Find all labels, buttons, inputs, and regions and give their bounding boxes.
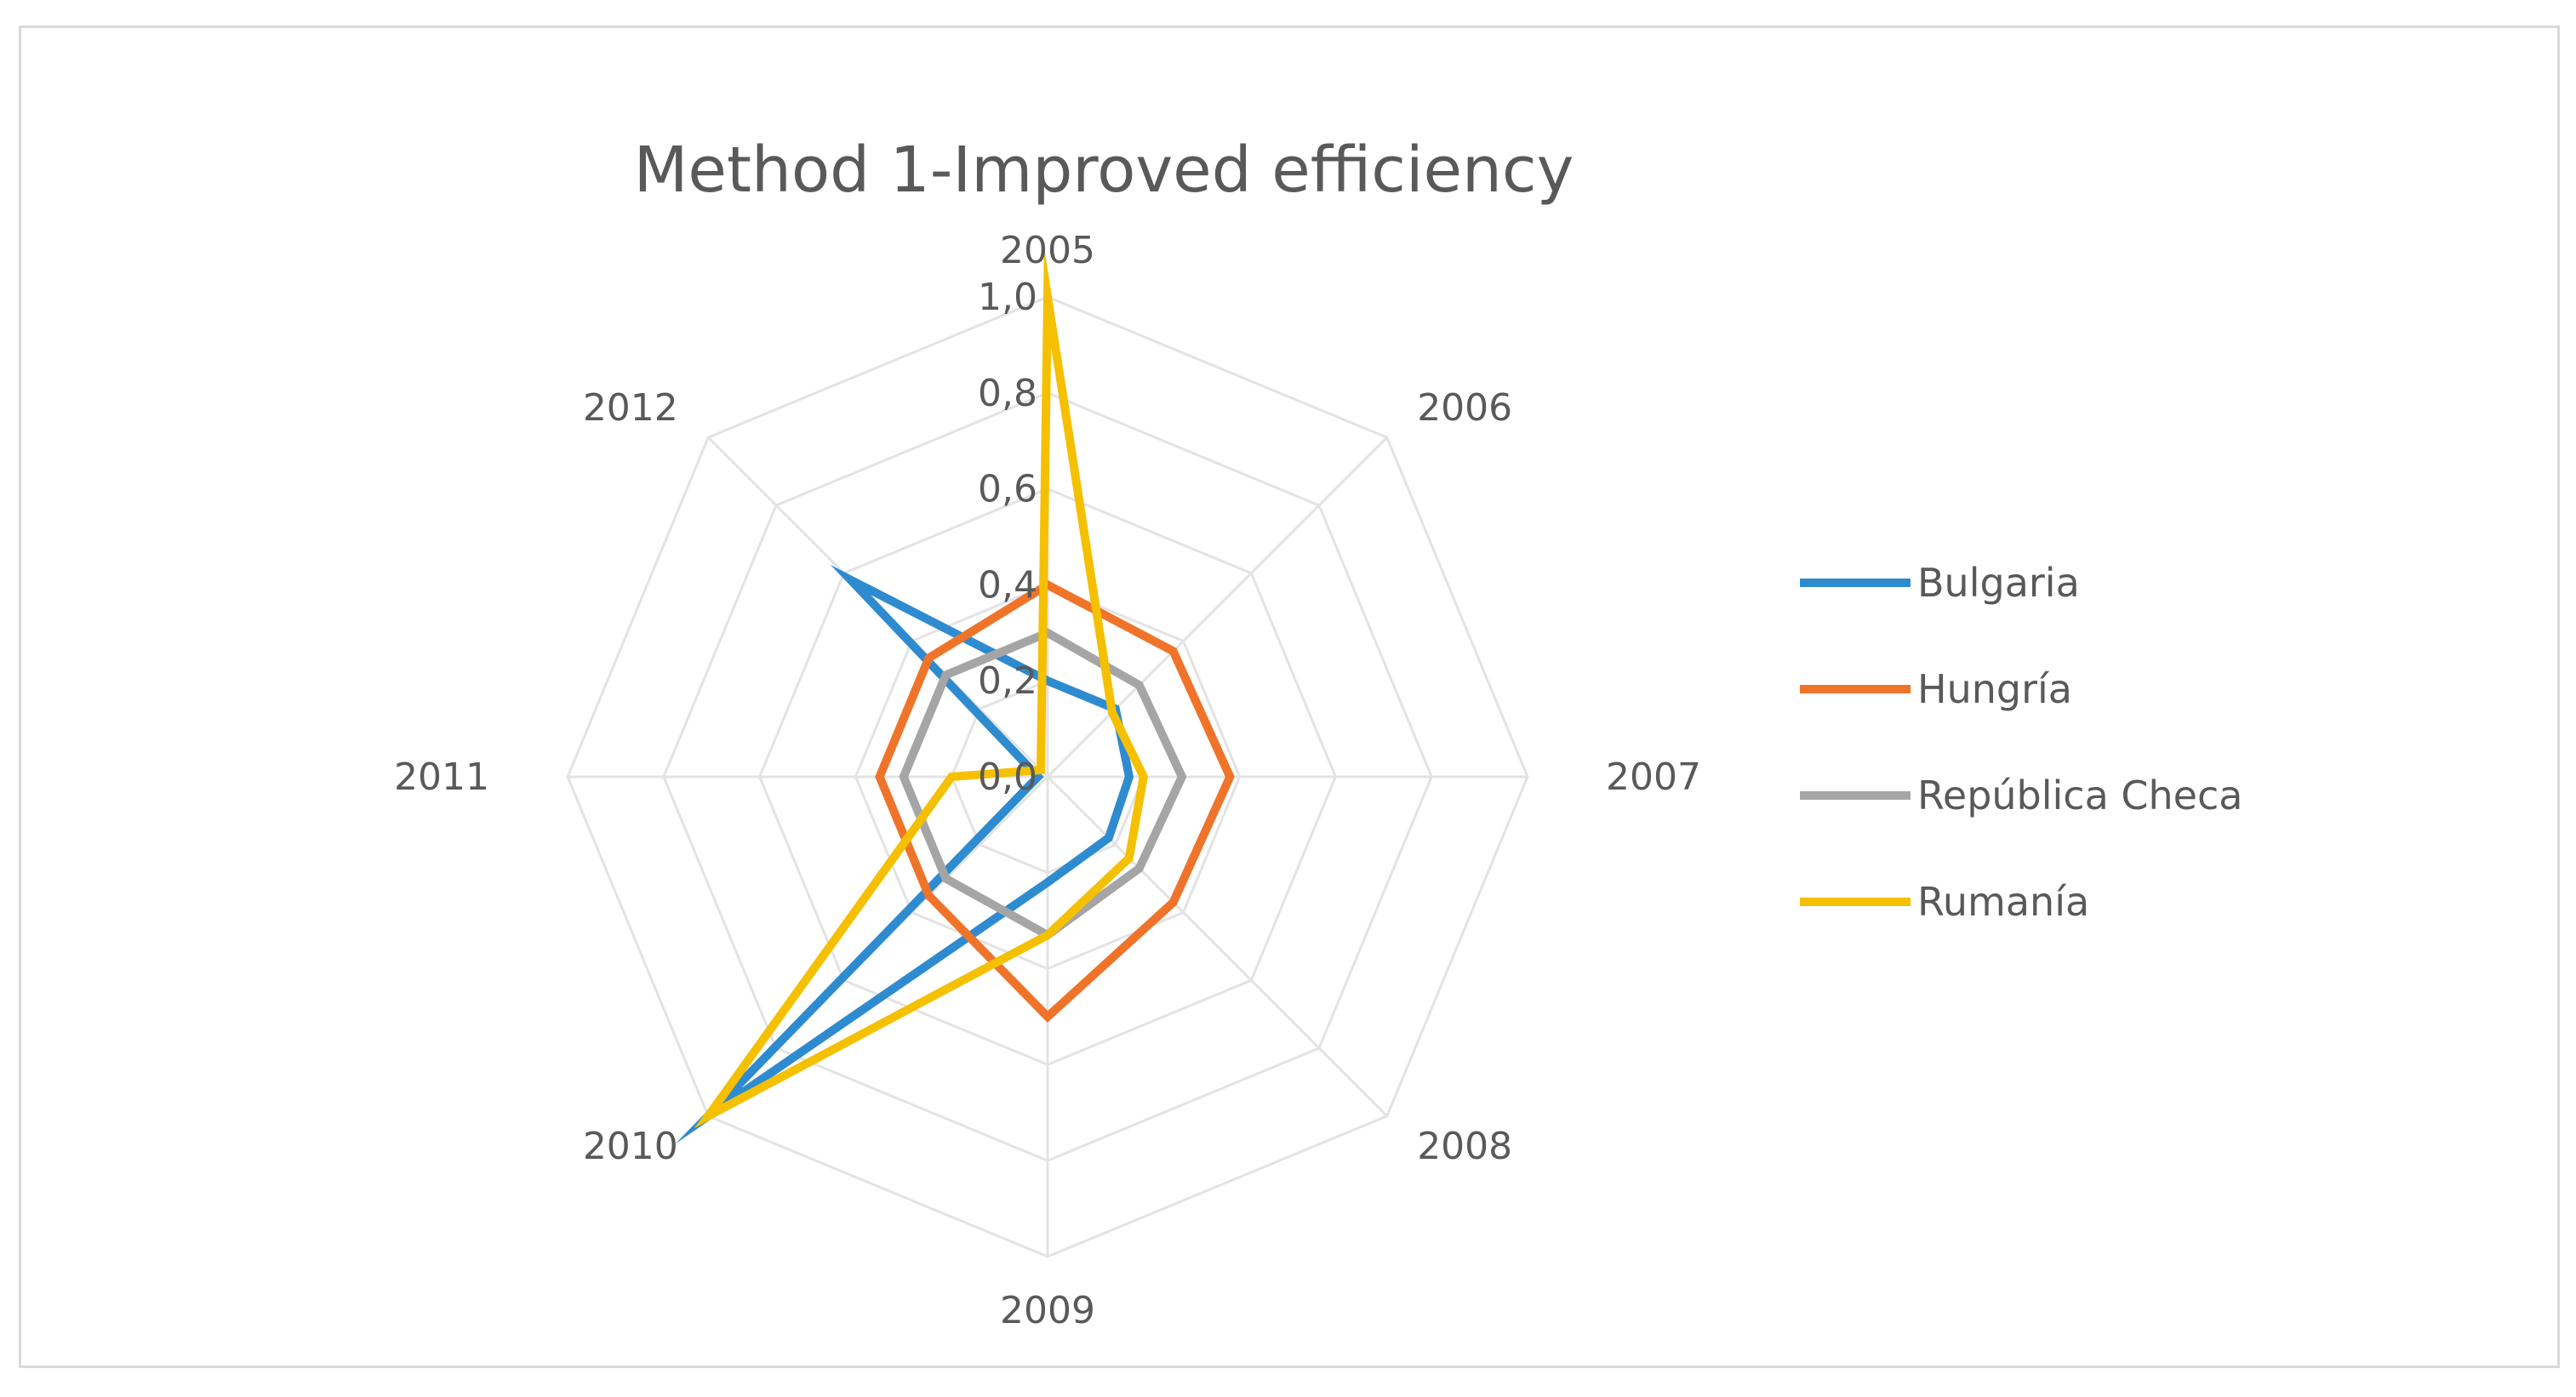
category-label: 2011 bbox=[394, 756, 489, 799]
category-label: 2008 bbox=[1417, 1125, 1512, 1168]
tick-label: 0,4 bbox=[978, 563, 1037, 607]
tick-label: 0,0 bbox=[978, 756, 1037, 799]
legend-label: Hungría bbox=[1917, 666, 2072, 712]
chart-title: Method 1-Improved efficiency bbox=[634, 134, 1574, 207]
grid-spoke bbox=[1046, 436, 1388, 778]
legend: Bulgaria Hungría República Checa Rumanía bbox=[1800, 560, 2242, 925]
radar-chart: Method 1-Improved efficiency 0,00,20,40,… bbox=[394, 134, 2242, 1332]
chart-frame: Method 1-Improved efficiency 0,0 0,2 0,4 0,… bbox=[19, 26, 2560, 1368]
series-line-rumania bbox=[694, 246, 1149, 1129]
category-label: 2012 bbox=[583, 386, 678, 430]
legend-label: República Checa bbox=[1917, 773, 2242, 818]
radar-categories: 2005 2006 2007 2008 2009 2010 2011 2012 bbox=[394, 229, 1701, 1332]
series-line-hungria bbox=[875, 579, 1235, 1023]
legend-label: Rumanía bbox=[1917, 879, 2089, 925]
legend-label: Bulgaria bbox=[1917, 560, 2080, 606]
category-label: 2006 bbox=[1417, 386, 1512, 430]
category-label: 2007 bbox=[1606, 756, 1701, 799]
category-label: 2010 bbox=[583, 1125, 678, 1168]
radar-series bbox=[675, 246, 1235, 1144]
grid-spoke bbox=[1046, 775, 1388, 1117]
tick-label: 0,8 bbox=[978, 372, 1037, 415]
tick-label: 0,2 bbox=[978, 659, 1037, 703]
category-label: 2005 bbox=[1000, 229, 1095, 272]
category-label: 2009 bbox=[1000, 1289, 1095, 1332]
tick-label: 1,0 bbox=[978, 276, 1037, 319]
tick-label: 0,6 bbox=[978, 468, 1037, 511]
radar-ticks: 0,0 0,2 0,4 0,6 0,8 1,0 bbox=[978, 276, 1037, 799]
